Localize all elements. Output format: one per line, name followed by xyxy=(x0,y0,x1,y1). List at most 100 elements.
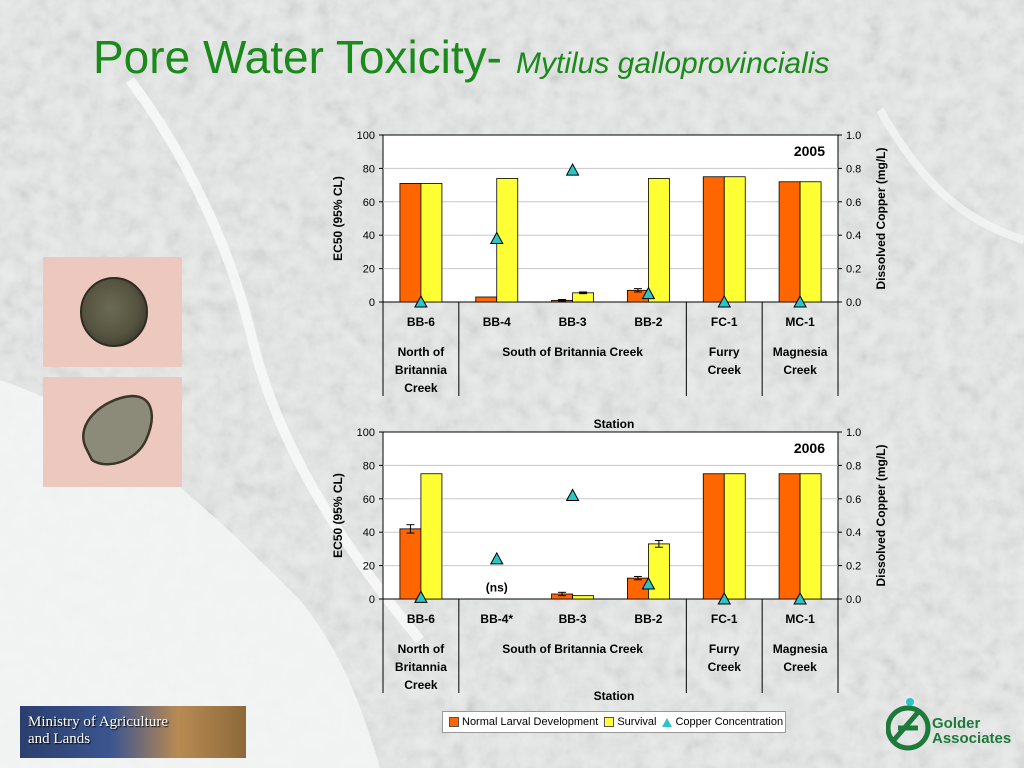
y-right-tick-label: 0.8 xyxy=(846,163,861,175)
group-label: Creek xyxy=(783,363,817,377)
bar-survival xyxy=(572,292,594,303)
group-label: Magnesia xyxy=(773,345,828,359)
copper-marker xyxy=(793,294,807,308)
copper-marker xyxy=(414,590,428,603)
y-right-tick-label: 0.0 xyxy=(846,594,861,606)
triangle-icon xyxy=(662,717,673,727)
legend-swatch-yellow xyxy=(604,717,615,727)
bar-normal-development xyxy=(702,473,725,600)
legend-item-copper: Copper Concentration xyxy=(662,716,783,728)
slide-title: Pore Water Toxicity- Mytilus galloprovinc… xyxy=(93,30,829,84)
group-label: North of xyxy=(398,345,446,359)
group-label: Creek xyxy=(708,660,742,674)
copper-marker xyxy=(641,286,656,300)
bar-normal-development xyxy=(399,528,422,600)
x-tick-label: MC-1 xyxy=(785,315,815,329)
golder-emblem-icon xyxy=(886,698,931,751)
golder-logo-text: Golder Associates xyxy=(932,716,1011,746)
group-label: South of Britannia Creek xyxy=(502,345,643,359)
chart-legend: Normal Larval Development Survival Coppe… xyxy=(442,711,786,733)
legend-item-survival: Survival xyxy=(604,716,656,728)
x-axis-label: Station xyxy=(594,689,635,703)
bar-survival xyxy=(420,473,443,600)
bar-survival xyxy=(648,178,670,303)
group-label: Furry xyxy=(709,345,740,359)
larva-photo-normal xyxy=(43,257,182,367)
group-label: Britannia xyxy=(395,660,447,674)
group-label: Furry xyxy=(709,642,740,656)
x-tick-label: BB-4 xyxy=(483,315,511,329)
y-tick-label: 40 xyxy=(363,527,375,539)
group-label: Britannia xyxy=(395,363,447,377)
y-right-axis-label: Dissolved Copper (mg/L) xyxy=(874,147,888,289)
y-right-tick-label: 0.4 xyxy=(846,527,861,539)
legend-label: Normal Larval Development xyxy=(462,716,599,728)
group-label: Creek xyxy=(783,660,817,674)
title-species: Mytilus galloprovincialis xyxy=(516,47,830,80)
bar-survival xyxy=(799,473,822,600)
legend-swatch-orange xyxy=(449,717,459,727)
bar-normal-development xyxy=(399,183,422,303)
y-right-tick-label: 0.4 xyxy=(846,230,861,242)
y-right-tick-label: 1.0 xyxy=(846,427,861,439)
y-right-tick-label: 0.8 xyxy=(846,460,861,472)
bar-normal-development xyxy=(475,296,498,303)
bar-survival xyxy=(572,595,594,600)
bar-survival xyxy=(420,183,443,303)
legend-label: Survival xyxy=(617,716,657,728)
x-tick-label: BB-6 xyxy=(407,315,435,329)
y-right-tick-label: 0.0 xyxy=(846,297,861,309)
legend-label: Copper Concentration xyxy=(675,716,784,728)
x-tick-label: MC-1 xyxy=(785,612,815,626)
chart-2006: 0 20 40 60 80 100 0.0 0.2 0.4 0.6 0.8 1.0 EC50 (95% … xyxy=(320,419,940,715)
y-tick-label: 100 xyxy=(357,427,375,439)
x-tick-label: BB-2 xyxy=(634,612,662,626)
x-tick-label: BB-4* xyxy=(480,612,513,626)
copper-marker xyxy=(641,576,656,590)
copper-marker xyxy=(414,294,428,308)
x-tick-label: BB-2 xyxy=(634,315,662,329)
copper-marker xyxy=(565,163,580,176)
plot-area xyxy=(382,134,839,303)
y-tick-label: 60 xyxy=(363,494,375,506)
year-label: 2005 xyxy=(794,143,825,159)
bar-normal-development xyxy=(702,176,725,303)
chart-svg: 0 20 40 60 80 100 0.0 0.2 0.4 0.6 0.8 1.0 EC50 (95% … xyxy=(331,427,888,703)
ministry-logo-text: Ministry of Agriculture and Lands xyxy=(28,714,168,748)
copper-marker xyxy=(793,591,807,605)
group-label: Creek xyxy=(404,381,438,395)
annotation-ns: (ns) xyxy=(486,580,508,594)
bar-survival xyxy=(723,176,746,303)
x-tick-label: BB-3 xyxy=(559,315,587,329)
copper-marker xyxy=(565,488,580,501)
y-tick-label: 40 xyxy=(363,230,375,242)
y-right-tick-label: 0.6 xyxy=(846,197,861,209)
chart-svg: 0 20 40 60 80 100 0.0 0.2 0.4 0.6 0.8 1.0 EC50 (95% … xyxy=(331,130,888,431)
copper-marker xyxy=(717,294,732,308)
bar-normal-development xyxy=(778,473,801,600)
golder-logo-line-1: Golder xyxy=(932,715,981,732)
y-axis-label: EC50 (95% CL) xyxy=(331,473,345,558)
y-tick-label: 80 xyxy=(363,460,375,472)
golder-logo-line-2: Associates xyxy=(932,730,1012,747)
x-axis-label: Station xyxy=(594,417,635,431)
group-label: South of Britannia Creek xyxy=(502,642,643,656)
y-tick-label: 0 xyxy=(369,297,375,309)
x-tick-label: FC-1 xyxy=(711,315,738,329)
x-tick-label: BB-3 xyxy=(559,612,587,626)
y-right-tick-label: 0.6 xyxy=(846,494,861,506)
bar-survival xyxy=(648,543,670,600)
ministry-logo: Ministry of Agriculture and Lands xyxy=(20,706,246,758)
copper-marker xyxy=(489,551,504,565)
copper-marker xyxy=(717,591,732,605)
y-right-tick-label: 0.2 xyxy=(846,561,861,573)
legend-item-normal-development: Normal Larval Development xyxy=(449,716,598,728)
chart-2005: 0 20 40 60 80 100 0.0 0.2 0.4 0.6 0.8 1.0 EC50 (95% … xyxy=(320,122,940,431)
y-tick-label: 20 xyxy=(363,561,375,573)
y-right-axis-label: Dissolved Copper (mg/L) xyxy=(874,444,888,586)
y-tick-label: 20 xyxy=(363,264,375,276)
group-label: Creek xyxy=(404,678,438,692)
bar-survival xyxy=(723,473,746,600)
copper-marker xyxy=(489,231,504,245)
